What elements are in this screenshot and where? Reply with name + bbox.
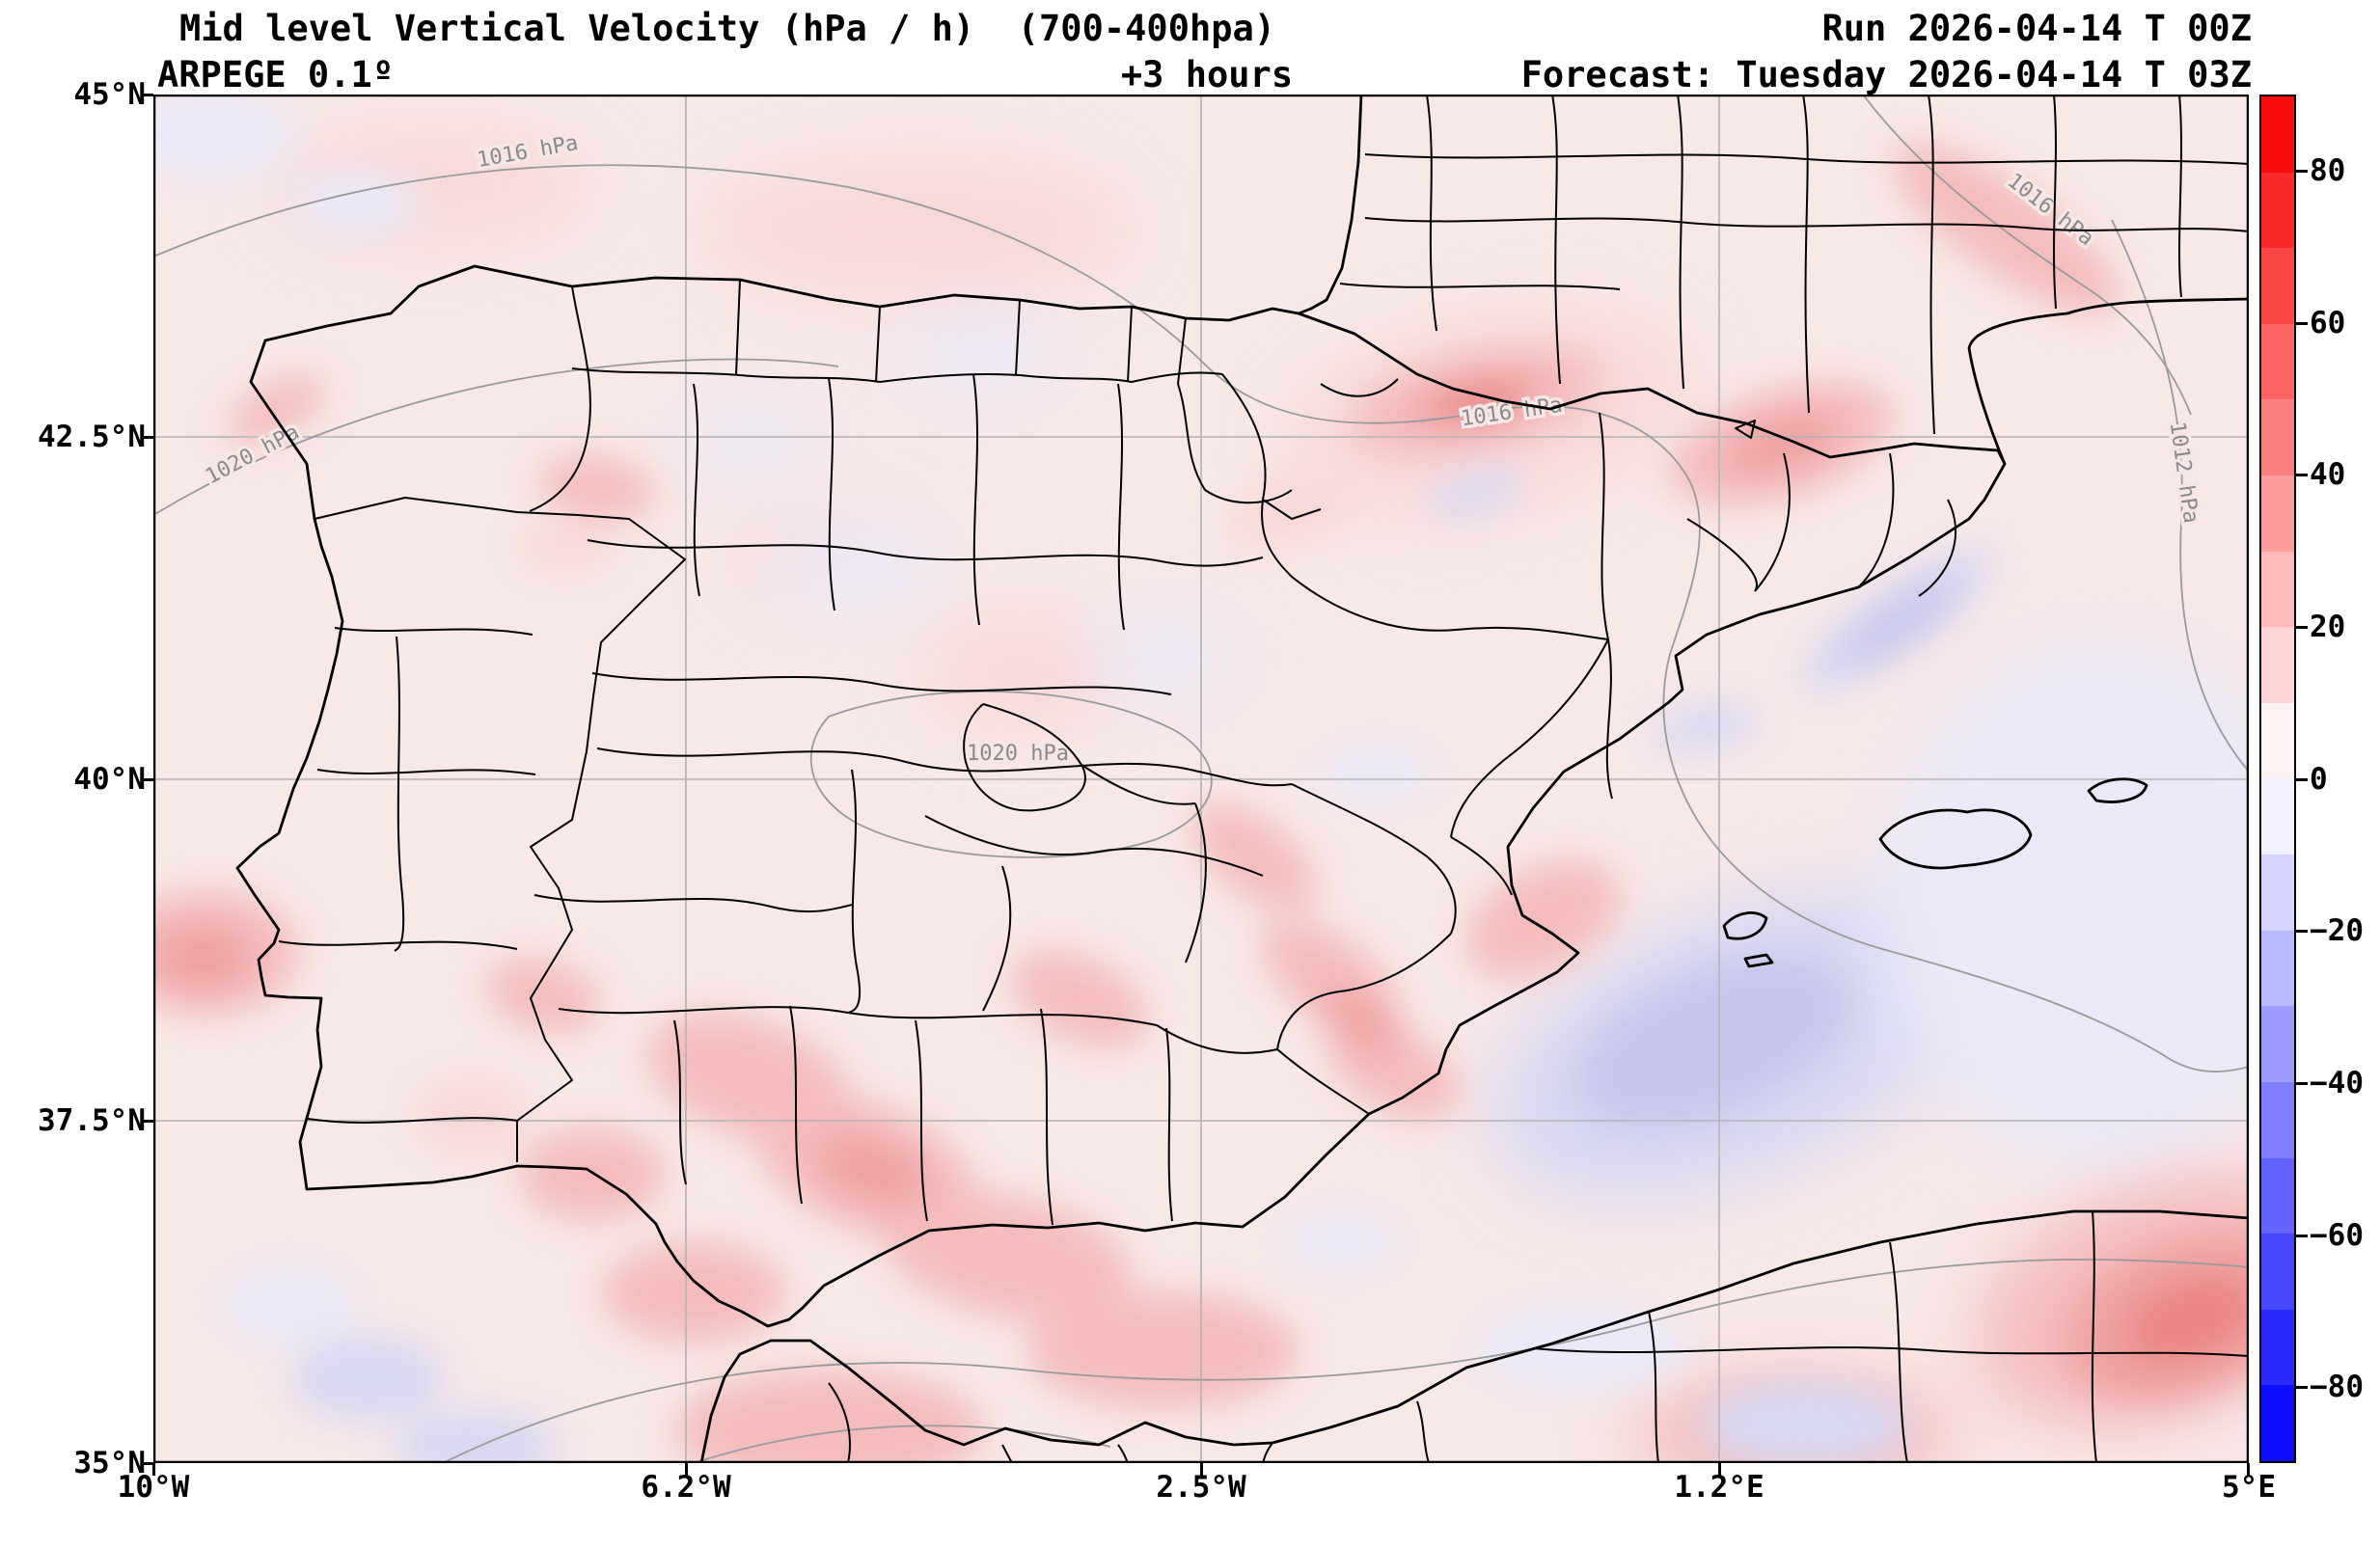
coastline xyxy=(235,94,2250,1464)
colorbar-tick-label: 0 xyxy=(2310,762,2328,797)
forecast-timestamp-label: Forecast: Tuesday 2026-04-14 T 03Z xyxy=(1520,54,2252,95)
isobar-lines xyxy=(152,94,2250,1464)
map-plot-area: 1016 hPa 1020 hPa 1020 hPa 1016 hPa 1016… xyxy=(115,92,2346,1493)
y-axis-tick xyxy=(141,1120,153,1123)
y-tick-label: 45°N xyxy=(73,77,146,112)
x-axis-tick xyxy=(685,1463,688,1476)
x-axis-tick xyxy=(152,1463,155,1476)
y-tick-label: 35°N xyxy=(73,1446,146,1480)
colorbar-gradient xyxy=(2259,95,2296,1463)
chart-title: Mid level Vertical Velocity (hPa / h) (7… xyxy=(179,8,1276,49)
colorbar-tick-label: −40 xyxy=(2310,1066,2364,1100)
plot-frame xyxy=(152,94,2250,1464)
model-resolution-label: ARPEGE 0.1º xyxy=(157,54,395,95)
y-tick-label: 37.5°N xyxy=(38,1103,146,1138)
y-axis-tick xyxy=(141,94,153,96)
x-axis-tick xyxy=(2247,1463,2250,1476)
colorbar-tick xyxy=(2296,778,2308,781)
colorbar-tick-label: 20 xyxy=(2310,610,2346,644)
colorbar-tick xyxy=(2296,1235,2308,1237)
admin-borders xyxy=(278,94,2250,1464)
colorbar-tick-label: 60 xyxy=(2310,306,2346,340)
colorbar-tick xyxy=(2296,626,2308,629)
x-tick-label: 5°E xyxy=(2222,1470,2276,1505)
colorbar-tick xyxy=(2296,930,2308,933)
colorbar-tick-label: −60 xyxy=(2310,1218,2364,1253)
y-axis-tick xyxy=(141,778,153,781)
y-axis-tick xyxy=(141,436,153,439)
colorbar-tick-label: 80 xyxy=(2310,153,2346,188)
grid-lines xyxy=(153,95,2249,1463)
x-tick-label: 6.2°W xyxy=(641,1470,731,1505)
colorbar-tick xyxy=(2296,1082,2308,1085)
isobar-label: 1020 hPa xyxy=(967,742,1069,766)
lead-time-label: +3 hours xyxy=(1120,54,1294,95)
run-timestamp-label: Run 2026-04-14 T 00Z xyxy=(1821,8,2252,49)
x-axis-tick xyxy=(1718,1463,1721,1476)
x-tick-label: 1.2°E xyxy=(1674,1470,1764,1505)
colorbar-tick xyxy=(2296,474,2308,476)
y-axis-tick xyxy=(141,1462,153,1465)
colorbar-tick-label: −20 xyxy=(2310,913,2364,948)
colorbar-tick xyxy=(2296,170,2308,173)
y-tick-label: 40°N xyxy=(73,762,146,797)
map-canvas: 1016 hPa 1020 hPa 1020 hPa 1016 hPa 1016… xyxy=(115,92,2346,1493)
colorbar-tick-label: 40 xyxy=(2310,457,2346,492)
colorbar-tick xyxy=(2296,322,2308,325)
colorbar-tick-label: −80 xyxy=(2310,1370,2364,1404)
y-tick-label: 42.5°N xyxy=(38,420,146,454)
colorbar-tick xyxy=(2296,1386,2308,1389)
x-axis-tick xyxy=(1200,1463,1203,1476)
x-tick-label: 2.5°W xyxy=(1156,1470,1246,1505)
x-tick-label: 10°W xyxy=(117,1470,190,1505)
